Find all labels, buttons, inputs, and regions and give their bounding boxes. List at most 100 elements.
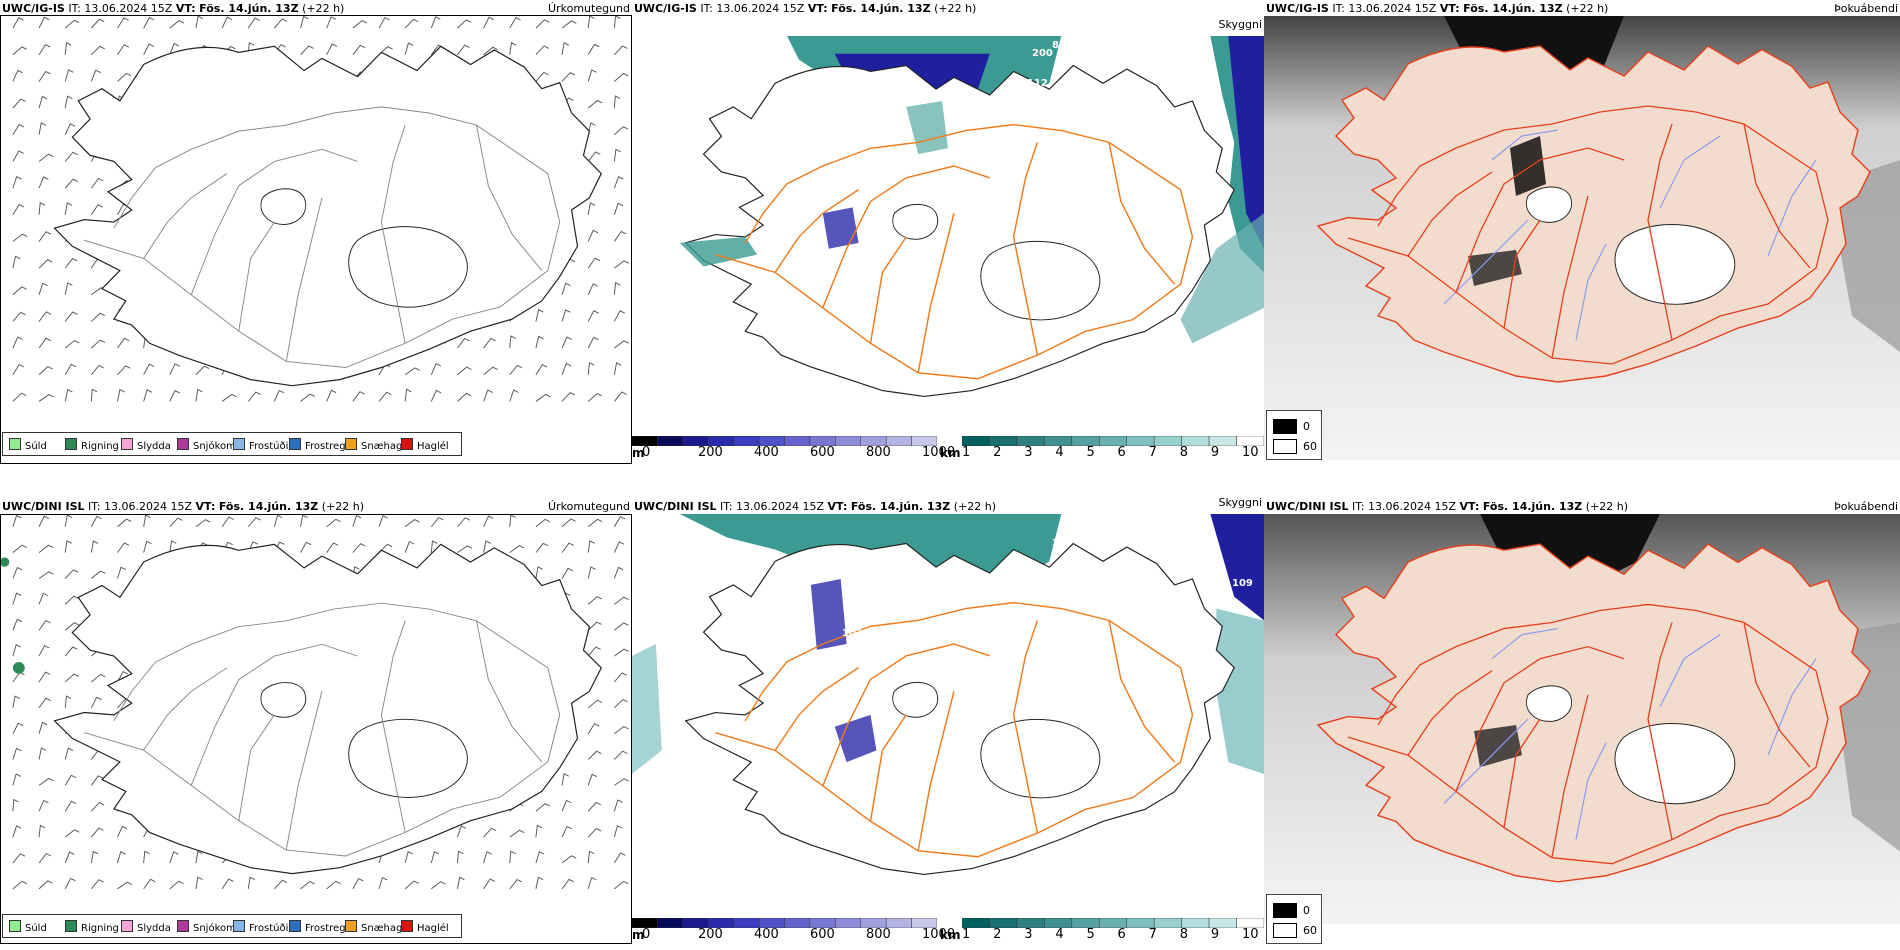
wind-barb (587, 801, 602, 812)
wind-barb (274, 18, 288, 29)
fog-legend-value: 0 (1303, 420, 1310, 433)
wind-barb (64, 41, 72, 55)
wind-barb (613, 391, 627, 402)
wind-barb (12, 798, 19, 812)
wind-barb (587, 202, 596, 215)
wind-barb (91, 570, 106, 579)
wind-barb (117, 388, 125, 402)
wind-barb (587, 827, 602, 838)
colorbar-tick-label: 5 (1086, 445, 1095, 460)
legend-item-frostregn: Frostregn (289, 438, 352, 452)
colorbar-tick-label: 3 (1024, 927, 1033, 942)
wind-barb (64, 851, 75, 864)
wind-barb (38, 544, 54, 553)
wind-barb (38, 853, 52, 864)
colorbar-tick-label: 10 (1242, 927, 1259, 942)
wind-barb (561, 309, 571, 322)
wind-barb (483, 878, 496, 890)
colorbar-tick-label: 2 (993, 927, 1002, 942)
legend-swatch (233, 920, 245, 932)
precip-map (12, 16, 629, 402)
map-value: 36 (1052, 538, 1066, 549)
wind-barb (12, 566, 23, 579)
visibility-colorbar (962, 918, 1264, 928)
wind-barb (535, 335, 544, 349)
wind-barb (38, 366, 53, 376)
wind-barb (38, 571, 54, 579)
wind-barb (117, 566, 127, 579)
legend-label: Súld (25, 923, 47, 934)
panel-type-label: Þokuábendi (1834, 500, 1898, 513)
wind-barb (352, 391, 365, 402)
wind-barb (587, 540, 595, 553)
wind-barb (12, 825, 22, 838)
colorbar-bin (657, 918, 684, 928)
wind-barb (614, 725, 629, 735)
wind-barb (352, 515, 362, 527)
colorbar-tick-label: 600 (810, 445, 835, 460)
wind-barb (117, 337, 130, 349)
wind-barb (90, 18, 105, 29)
legend-swatch (121, 438, 133, 450)
wind-barb (483, 827, 497, 838)
wind-barb (12, 618, 23, 631)
wind-barb (561, 518, 576, 528)
wind-barb (117, 72, 132, 82)
wind-barb (90, 204, 103, 216)
wind-barb (613, 799, 623, 812)
wind-barb (352, 20, 368, 29)
wind-barb (12, 46, 27, 56)
wind-barb (614, 126, 629, 136)
wind-barb (38, 394, 54, 402)
wind-barb (300, 45, 314, 56)
wind-barb (38, 824, 46, 838)
wind-barb (509, 879, 523, 890)
legend-item-snjókoma: Snjókoma (177, 920, 242, 934)
fog-legend-value: 60 (1303, 924, 1317, 937)
wind-barb (430, 850, 440, 864)
wind-barb (38, 231, 52, 242)
colorbar-bin (1153, 918, 1182, 928)
wind-barb (587, 16, 595, 29)
wind-barb (561, 567, 574, 579)
wind-barb (38, 777, 54, 786)
wind-barb (12, 722, 24, 734)
wind-barb (38, 619, 51, 631)
wind-barb (535, 518, 551, 528)
ceiling-colorbar (632, 918, 937, 928)
wind-barb (117, 518, 132, 528)
wind-barb (117, 670, 129, 683)
wind-barb (64, 202, 73, 215)
wind-barb (614, 778, 630, 786)
wind-barb (561, 391, 576, 402)
colorbar-bin (911, 436, 937, 446)
wind-barb (561, 799, 572, 812)
colorbar-tick-label: 7 (1148, 445, 1157, 460)
wind-barb (535, 19, 550, 29)
legend-item-frostregn: Frostregn (289, 920, 352, 934)
wind-barb (195, 365, 210, 376)
wind-barb (143, 389, 153, 402)
wind-barb (613, 541, 625, 553)
wind-barb (457, 337, 470, 349)
wind-barb (614, 880, 629, 890)
wind-barb (561, 542, 574, 553)
wind-barb (587, 621, 602, 631)
wind-barb (587, 876, 597, 890)
colorbar-tick-label: 0 (642, 445, 651, 460)
wind-barb (90, 177, 104, 189)
wind-barb (143, 43, 155, 56)
wind-barb (457, 545, 473, 554)
legend-label: Súld (25, 441, 47, 452)
ceiling-unit: m (632, 928, 645, 942)
wind-barb (38, 311, 52, 322)
wind-barb (90, 540, 99, 553)
wind-barb (587, 257, 601, 269)
panel-type-label: Þokuábendi (1834, 2, 1898, 15)
wind-barb (64, 877, 76, 890)
legend-label: Slydda (137, 441, 171, 452)
wind-barb (404, 367, 420, 376)
wind-barb (64, 515, 73, 527)
wind-barb (12, 17, 24, 29)
visibility-map (679, 36, 1264, 398)
